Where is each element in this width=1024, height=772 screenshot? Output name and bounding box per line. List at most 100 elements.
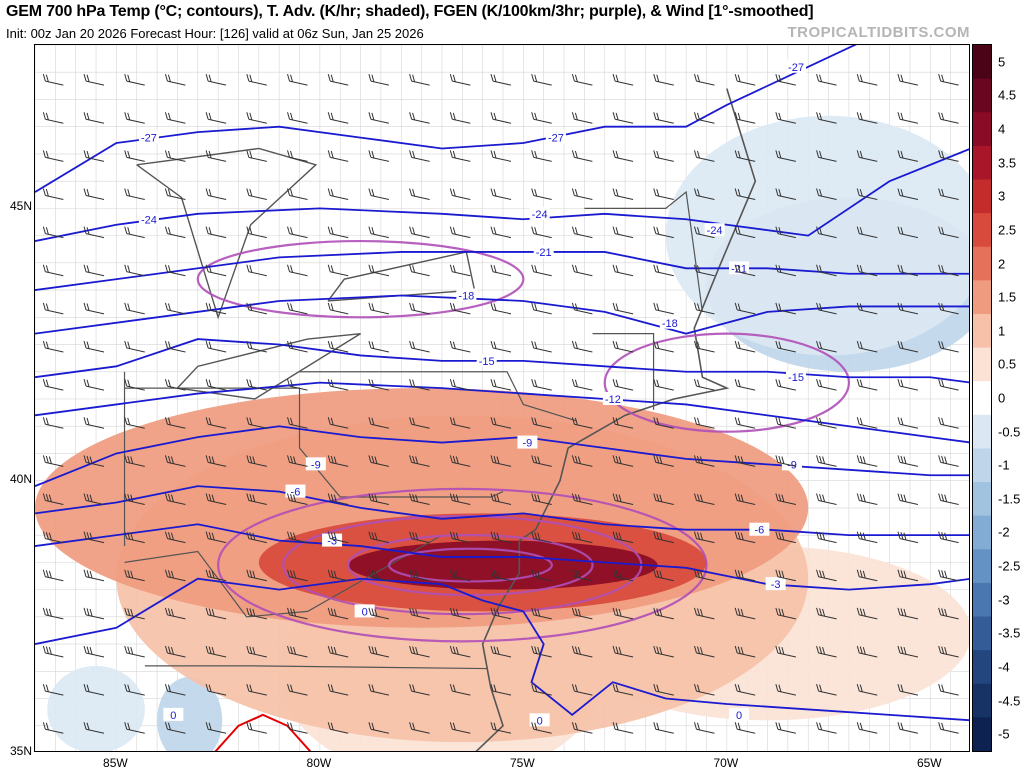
wind-barb-staff [696,690,715,696]
wind-barb-staff [492,614,512,620]
wind-barb [775,417,796,429]
wind-barb-staff [411,461,430,467]
colorbar [972,44,992,752]
longitude-tick-label: 70W [713,756,739,770]
wind-barb-flag [252,570,256,579]
wind-barb-staff [859,233,878,239]
temperature-contour-label: -6 [291,487,301,499]
wind-barb-flag [83,150,87,158]
wind-barb-flag [205,378,209,387]
wind-barb-flag [737,455,741,464]
wind-barb-flag [455,647,459,655]
wind-barb-flag [409,607,413,615]
wind-barb-staff [370,156,390,162]
wind-barb-flag [531,264,535,272]
wind-barb-flag [330,379,334,387]
wind-barb [449,264,471,277]
wind-barb-flag [249,532,253,540]
wind-barb-flag [737,188,741,197]
wind-barb-flag [449,607,453,615]
wind-barb-staff [248,576,267,582]
wind-barb-staff [818,576,837,582]
wind-barb-flag [249,417,253,425]
wind-barb-staff [167,499,186,505]
wind-barb-staff [777,385,796,391]
wind-barb-flag [900,608,904,616]
wind-barb [816,150,837,162]
wind-barb-flag [208,722,212,730]
wind-barb [693,607,715,620]
wind-barb-flag [816,493,820,501]
wind-barb-flag [83,493,87,501]
wind-barb-flag [816,73,820,82]
wind-barb-flag [778,493,782,502]
wind-barb [653,188,674,200]
wind-barb-flag [531,607,535,615]
wind-barb [449,531,471,544]
wind-barb-flag [293,608,297,617]
wind-barb [124,378,145,391]
wind-barb-flag [124,683,128,692]
wind-barb-flag [86,570,90,578]
wind-barb-flag [449,645,453,654]
temperature-contour-label: -3 [327,536,337,548]
wind-barb-flag [734,302,738,310]
wind-barb-flag [45,227,49,235]
wind-barb-flag [900,570,904,578]
wind-barb-flag [124,302,128,310]
colorbar-swatch [973,414,991,449]
wind-barb-flag [819,570,823,578]
wind-barb-flag [164,150,168,158]
colorbar-tick-label: 5 [998,54,1006,70]
wind-barb-flag [734,607,738,615]
wind-barb-flag [164,302,168,310]
wind-barb [327,302,349,315]
wind-barb [693,493,715,505]
wind-barb-flag [327,531,331,539]
wind-barb-flag [574,303,578,311]
wind-barb-flag [124,112,128,120]
wind-barb-flag [490,722,494,730]
longitude-tick-label: 85W [103,756,128,770]
wind-barb [612,340,634,353]
wind-barb [612,493,634,505]
wind-barb-flag [205,569,209,577]
wind-barb [775,112,796,124]
wind-barb-flag [653,378,657,387]
wind-barb-staff [492,576,512,582]
wind-barb-flag [737,112,741,120]
wind-barb-staff [167,576,186,582]
wind-barb-flag [775,302,779,310]
wind-barb [205,645,227,658]
wind-barb-flag [900,112,904,120]
fgen-contour [387,547,553,583]
wind-barb-flag [856,607,860,615]
wind-barb-flag [618,647,622,655]
wind-barb [653,302,674,315]
wind-barb-flag [941,341,945,349]
wind-barb-flag [287,569,291,577]
wind-barb-flag [371,646,375,654]
wind-barb [531,417,552,429]
wind-barb-staff [655,347,674,353]
wind-barb-staff [533,233,552,239]
wind-barb-flag [696,684,700,692]
wind-barb [612,455,634,467]
wind-barb-flag [534,303,538,311]
wind-barb-flag [656,341,660,349]
wind-barb-staff [696,538,715,544]
wind-barb-staff [655,538,674,544]
wind-barb-flag [45,112,49,120]
wind-barb-staff [208,156,227,162]
wind-barb-staff [167,728,186,734]
wind-barb-flag [333,647,337,655]
wind-barb [490,607,512,620]
wind-barb-staff [940,423,959,429]
wind-barb-staff [289,156,308,162]
wind-barb-flag [734,493,738,501]
wind-barb [124,188,145,200]
wind-barb-staff [574,423,593,429]
wind-barb-flag [778,112,782,120]
wind-barb [409,645,430,658]
wind-barb-flag [368,150,372,158]
